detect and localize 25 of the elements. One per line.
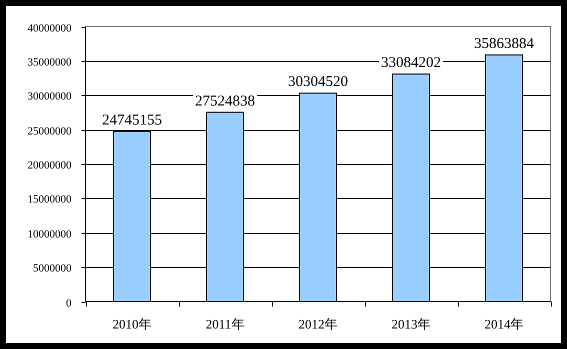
x-tick-label: 2012年 <box>298 316 338 332</box>
y-tick-label: 5000000 <box>33 262 72 274</box>
bar <box>299 92 337 302</box>
y-tick-label: 20000000 <box>28 160 72 172</box>
data-label: 27524838 <box>195 93 255 110</box>
bar <box>392 74 430 302</box>
bar <box>206 112 244 302</box>
y-tick-label: 35000000 <box>28 56 72 68</box>
x-tick-label: 2010年 <box>112 316 152 332</box>
data-label: 30304520 <box>288 74 348 90</box>
x-tick-label: 2011年 <box>206 316 244 332</box>
data-label: 24745155 <box>102 112 162 128</box>
x-tick-label: 2013年 <box>392 316 430 332</box>
bar <box>485 54 523 302</box>
y-tick-label: 30000000 <box>28 90 72 102</box>
y-tick-label: 40000000 <box>28 22 72 34</box>
chart: 0 5000000 10000000 15000000 20000000 25000000 30000000 35000000 40000000 24745155 27524838 30304520 33084202 35863884 2010年 2011年 2012年 2013年 2014年 <box>28 22 552 332</box>
data-label: 33084202 <box>381 55 441 72</box>
y-tick-label: 0 <box>66 298 72 310</box>
y-tick-label: 15000000 <box>28 194 72 206</box>
y-tick-label: 25000000 <box>28 126 72 138</box>
data-label: 35863884 <box>474 36 534 52</box>
x-tick-label: 2014年 <box>484 316 524 332</box>
y-tick-label: 10000000 <box>28 228 72 240</box>
bar <box>113 130 151 302</box>
